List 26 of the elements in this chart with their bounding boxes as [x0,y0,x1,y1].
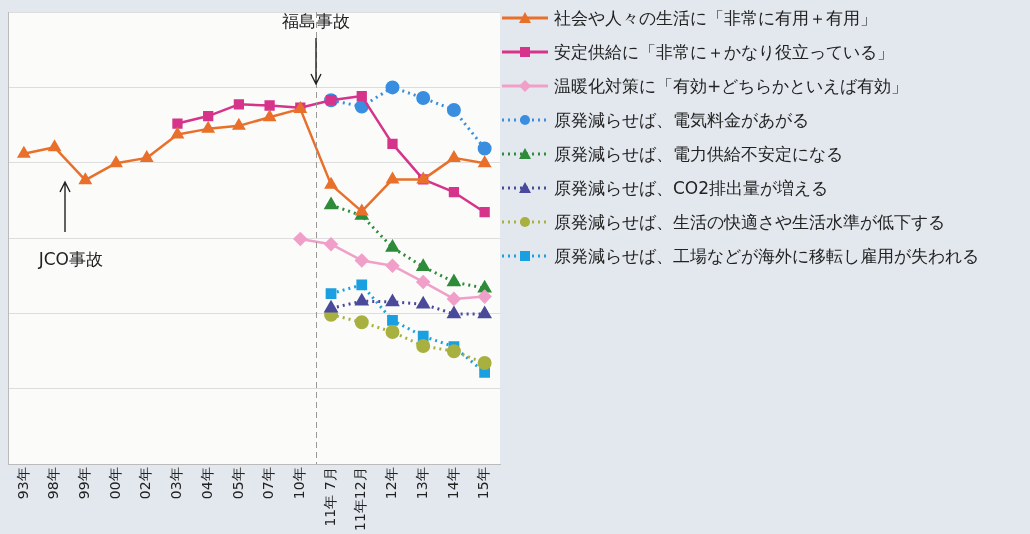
x-tick-label: 93年 [14,467,31,500]
x-tick-label: 15年 [475,467,492,500]
legend-label: 原発減らせば、工場などが海外に移転し雇用が失われる [554,246,979,266]
x-tick-label: 04年 [198,467,215,500]
x-tick-label: 12年 [383,467,400,500]
legend-label: 原発減らせば、電力供給不安定になる [554,144,843,164]
x-tick-label: 05年 [229,467,246,500]
text: 福島事故 [281,10,350,31]
x-tick-label: 11年 7月 [321,467,338,527]
legend-label: 原発減らせば、CO2排出量が増える [554,178,829,198]
x-tick-label: 13年 [413,467,430,500]
legend-label: 安定供給に「非常に＋かなり役立っている」 [554,42,894,62]
legend-label: 温暖化対策に「有効+どちらかといえば有効」 [554,76,909,96]
legend-label: 原発減らせば、生活の快適さや生活水準が低下する [554,212,945,232]
annotation: JCO事故 [37,248,103,269]
x-tick-label: 11年12月 [352,467,369,532]
x-tick-label: 00年 [106,467,123,500]
x-tick-label: 99年 [75,467,92,500]
x-tick-label: 07年 [260,467,277,500]
x-tick-label: 98年 [45,467,62,500]
x-tick-label: 14年 [444,467,461,500]
x-tick-label: 10年 [290,467,307,500]
x-tick-label: 03年 [168,467,185,500]
legend-label: 原発減らせば、電気料金があがる [554,110,809,130]
x-tick-label: 02年 [137,467,154,500]
legend-label: 社会や人々の生活に「非常に有用＋有用」 [554,8,877,28]
